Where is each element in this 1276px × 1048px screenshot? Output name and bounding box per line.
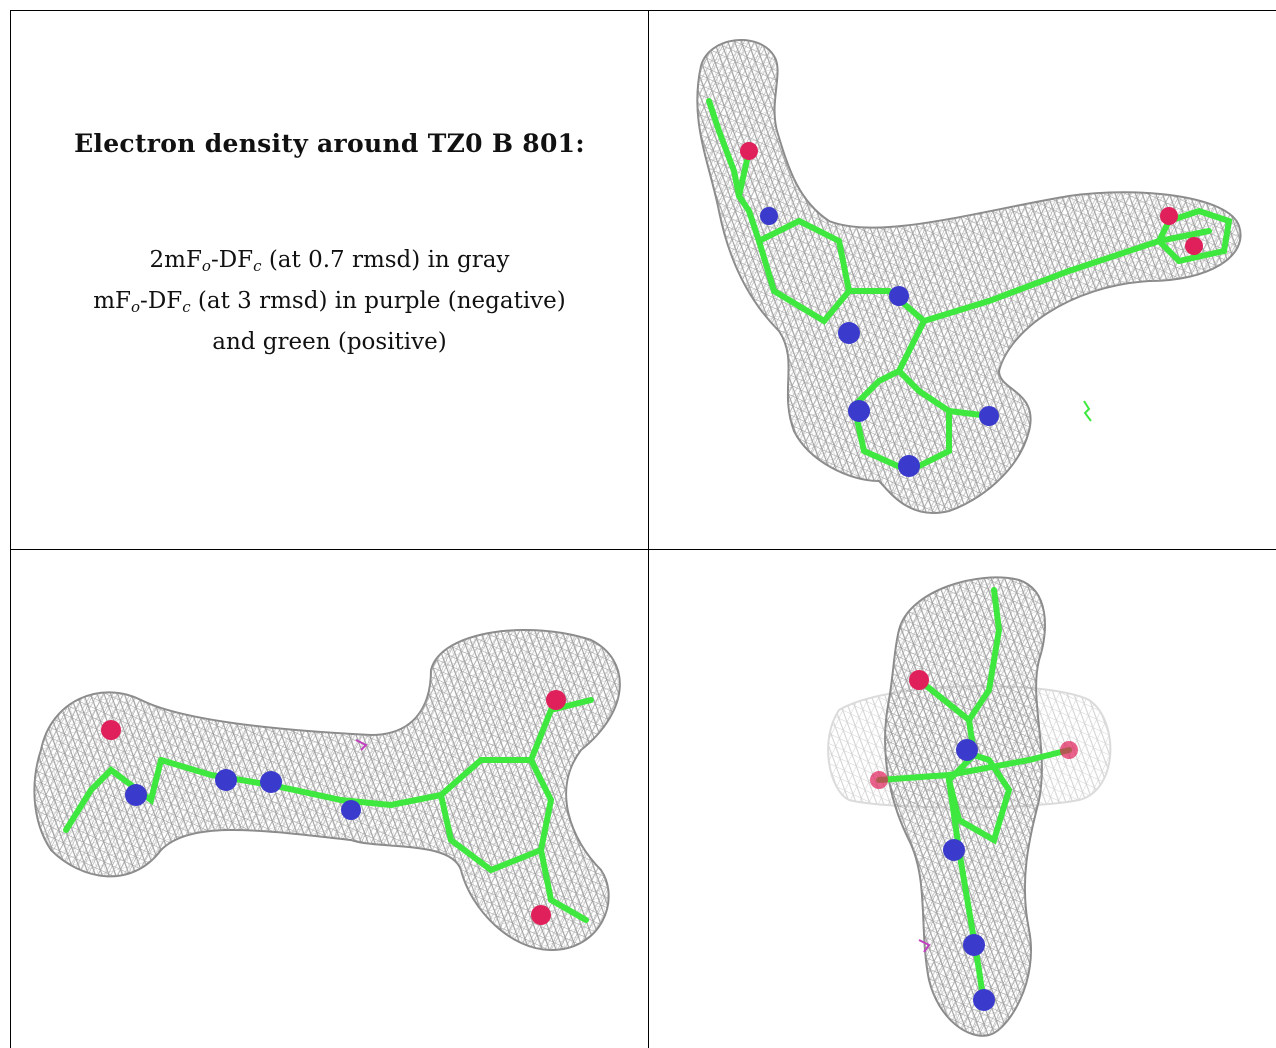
legend-sub: c	[253, 257, 262, 275]
mesh-blob	[33, 629, 621, 952]
table-divider-horizontal	[10, 549, 1276, 550]
legend-sub: o	[131, 298, 141, 316]
ligand-model	[870, 587, 1078, 1011]
negative-density-blob	[918, 939, 931, 953]
legend-text: 2mF	[149, 247, 202, 273]
density-view-1	[649, 11, 1276, 549]
ligand-model	[706, 98, 1233, 477]
legend-text: -DF	[210, 247, 254, 273]
mesh-blob	[884, 576, 1046, 1037]
table-border-left	[10, 10, 11, 1048]
caption-cell: Electron density around TZ0 B 801: 2mFo-…	[11, 11, 648, 549]
legend-line-colors: and green (positive)	[212, 329, 447, 355]
table-border-top	[10, 10, 1276, 11]
figure-table: Electron density around TZ0 B 801: 2mFo-…	[10, 10, 1276, 1048]
density-image-2	[33, 629, 621, 952]
legend-line-2mfo: 2mFo-DFc (at 0.7 rmsd) in gray	[11, 243, 648, 284]
legend-text: -DF	[140, 288, 183, 314]
legend-text: (at 3 rmsd) in purple (negative)	[190, 288, 566, 314]
legend-text: (at 0.7 rmsd) in gray	[261, 247, 510, 273]
density-view-2	[11, 550, 648, 1048]
ligand-model	[63, 690, 594, 925]
mesh-blob	[696, 39, 1242, 514]
legend-line-mfo: mFo-DFc (at 3 rmsd) in purple (negative)	[11, 284, 648, 325]
legend-sub: o	[201, 257, 211, 275]
legend-sub: c	[182, 298, 191, 316]
caption-legend: 2mFo-DFc (at 0.7 rmsd) in gray mFo-DFc (…	[11, 243, 648, 360]
density-view-3	[649, 550, 1276, 1048]
legend-text: mF	[93, 288, 132, 314]
density-image-3	[827, 576, 1112, 1037]
negative-density-blob	[355, 739, 368, 751]
caption-title: Electron density around TZ0 B 801:	[74, 129, 585, 158]
positive-density-blob	[1083, 400, 1092, 422]
table-divider-vertical	[648, 10, 649, 1048]
density-image-1	[696, 39, 1242, 514]
